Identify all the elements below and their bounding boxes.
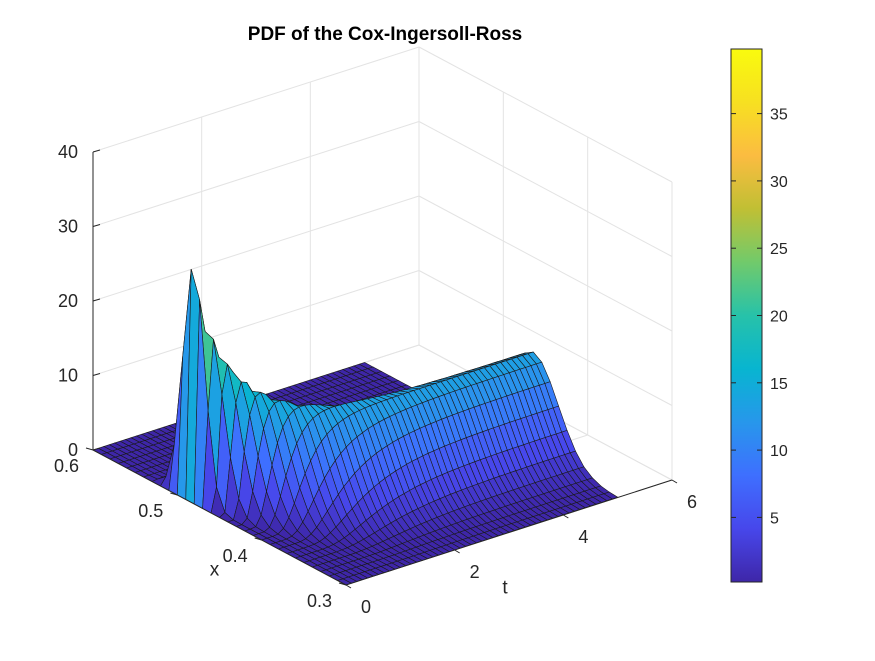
colorbar-tick-label: 10	[770, 443, 788, 460]
z-tick-mark	[92, 298, 101, 302]
colorbar-tick-label: 35	[770, 107, 788, 124]
z-tick-label: 20	[58, 291, 78, 311]
t-tick-label: 6	[687, 492, 697, 512]
colorbar-tick-label: 25	[770, 241, 788, 258]
z-tick-mark	[92, 373, 101, 376]
t-tick-mark	[345, 584, 352, 589]
t-axis-label: t	[502, 578, 508, 599]
z-tick-mark	[92, 149, 101, 153]
t-tick-label: 2	[470, 562, 480, 582]
t-tick-mark	[563, 514, 569, 519]
z-tick-label: 40	[58, 142, 78, 162]
colorbar-tick-label: 15	[770, 376, 788, 393]
colorbar: 5 10 15 20 25 30 35	[730, 48, 788, 583]
grid-line-z	[418, 270, 673, 406]
grid-line-z	[418, 46, 673, 183]
x-tick-mark	[254, 537, 262, 541]
grid-line-z	[418, 121, 673, 257]
t-tick-mark	[671, 479, 678, 484]
grid-line-z	[92, 195, 420, 302]
x-tick-label: 0.5	[138, 501, 163, 521]
t-tick-mark	[454, 549, 460, 554]
z-tick-mark	[92, 447, 101, 451]
x-tick-mark	[85, 447, 94, 451]
x-tick-mark	[338, 582, 347, 586]
chart-title: PDF of the Cox-Ingersoll-Ross	[248, 24, 522, 45]
grid-line-z	[92, 46, 420, 153]
x-tick-label: 0.3	[307, 591, 332, 611]
colorbar-tick-label: 20	[770, 309, 788, 326]
colorbar-tick-label: 30	[770, 174, 788, 191]
colorbar-gradient	[730, 48, 763, 583]
t-tick-label: 0	[361, 597, 371, 617]
surface-layer	[92, 269, 619, 586]
x-tick-mark	[170, 492, 178, 496]
z-tick-label: 0	[68, 440, 78, 460]
t-axis-line	[345, 479, 673, 586]
z-tick-mark	[92, 224, 101, 227]
x-tick-label: 0.6	[54, 456, 79, 476]
colorbar-tick-label: 5	[770, 510, 779, 527]
x-axis-label: x	[210, 560, 220, 581]
grid-line-z	[92, 121, 420, 227]
t-tick-label: 4	[578, 527, 588, 547]
x-tick-label: 0.4	[223, 546, 248, 566]
grid-line-z	[418, 195, 673, 332]
x-axis-line	[92, 449, 347, 586]
grid-line-z	[92, 270, 420, 376]
z-tick-label: 30	[58, 217, 78, 237]
z-tick-label: 10	[58, 366, 78, 386]
